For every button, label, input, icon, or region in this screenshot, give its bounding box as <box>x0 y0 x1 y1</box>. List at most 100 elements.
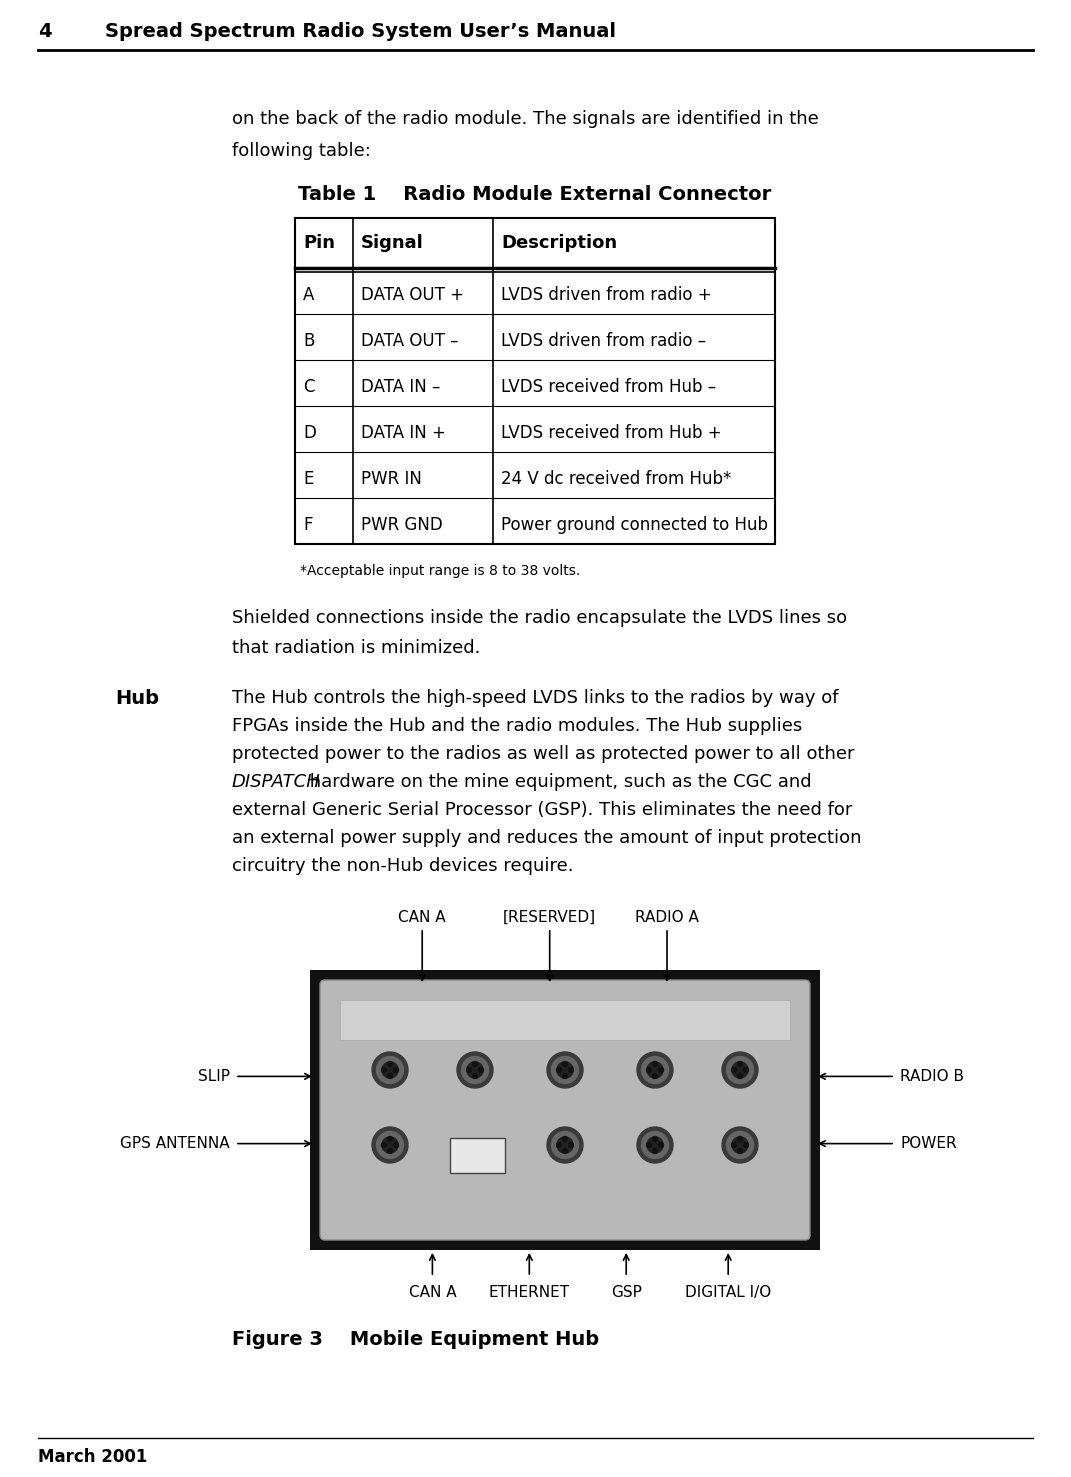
Text: that radiation is minimized.: that radiation is minimized. <box>232 640 481 657</box>
Circle shape <box>637 1052 673 1089</box>
Circle shape <box>642 1131 668 1158</box>
Text: The Hub controls the high-speed LVDS links to the radios by way of: The Hub controls the high-speed LVDS lin… <box>232 688 839 707</box>
Text: RADIO A: RADIO A <box>635 910 699 925</box>
Circle shape <box>381 1068 387 1072</box>
Circle shape <box>377 1056 404 1084</box>
Circle shape <box>388 1074 392 1078</box>
Circle shape <box>731 1062 749 1078</box>
Circle shape <box>738 1062 742 1066</box>
Circle shape <box>388 1062 392 1066</box>
FancyBboxPatch shape <box>320 981 810 1241</box>
Text: Pin: Pin <box>303 233 335 253</box>
Circle shape <box>562 1136 568 1142</box>
Text: FPGAs inside the Hub and the radio modules. The Hub supplies: FPGAs inside the Hub and the radio modul… <box>232 716 802 736</box>
Circle shape <box>382 1137 398 1154</box>
Circle shape <box>726 1056 754 1084</box>
Circle shape <box>722 1052 758 1089</box>
Text: ETHERNET: ETHERNET <box>488 1285 570 1300</box>
Text: CAN A: CAN A <box>398 910 446 925</box>
Text: hardware on the mine equipment, such as the CGC and: hardware on the mine equipment, such as … <box>304 772 812 792</box>
Text: PWR GND: PWR GND <box>361 515 442 535</box>
Text: DATA IN +: DATA IN + <box>361 424 446 442</box>
Circle shape <box>557 1068 561 1072</box>
Text: LVDS received from Hub +: LVDS received from Hub + <box>501 424 722 442</box>
Text: protected power to the radios as well as protected power to all other: protected power to the radios as well as… <box>232 744 855 764</box>
Circle shape <box>569 1068 573 1072</box>
Text: [RESERVED]: [RESERVED] <box>503 910 597 925</box>
Text: DATA OUT –: DATA OUT – <box>361 332 458 350</box>
Circle shape <box>388 1149 392 1154</box>
Text: on the back of the radio module. The signals are identified in the: on the back of the radio module. The sig… <box>232 109 818 128</box>
Text: 4: 4 <box>37 22 51 41</box>
Circle shape <box>743 1143 749 1148</box>
Text: Signal: Signal <box>361 233 424 253</box>
Circle shape <box>726 1131 754 1158</box>
Circle shape <box>569 1143 573 1148</box>
Circle shape <box>647 1137 663 1154</box>
Circle shape <box>467 1068 471 1072</box>
Circle shape <box>472 1074 478 1078</box>
Text: SLIP: SLIP <box>198 1069 230 1084</box>
Circle shape <box>388 1136 392 1142</box>
Text: Spread Spectrum Radio System User’s Manual: Spread Spectrum Radio System User’s Manu… <box>105 22 616 41</box>
Circle shape <box>393 1143 398 1148</box>
Circle shape <box>743 1068 749 1072</box>
Text: an external power supply and reduces the amount of input protection: an external power supply and reduces the… <box>232 829 861 846</box>
Bar <box>310 970 820 1250</box>
Text: Power ground connected to Hub: Power ground connected to Hub <box>501 515 768 535</box>
Circle shape <box>562 1062 568 1066</box>
Text: D: D <box>303 424 316 442</box>
Circle shape <box>731 1143 737 1148</box>
Text: following table:: following table: <box>232 142 371 160</box>
Text: C: C <box>303 378 315 396</box>
Bar <box>340 1000 790 1040</box>
Text: CAN A: CAN A <box>409 1285 456 1300</box>
Circle shape <box>738 1074 742 1078</box>
Text: Shielded connections inside the radio encapsulate the LVDS lines so: Shielded connections inside the radio en… <box>232 609 847 628</box>
Text: external Generic Serial Processor (GSP). This eliminates the need for: external Generic Serial Processor (GSP).… <box>232 801 853 820</box>
Circle shape <box>637 1127 673 1162</box>
Text: Table 1    Radio Module External Connector: Table 1 Radio Module External Connector <box>299 185 771 204</box>
Circle shape <box>372 1127 408 1162</box>
Text: A: A <box>303 287 315 304</box>
Text: GPS ANTENNA: GPS ANTENNA <box>120 1136 230 1151</box>
Circle shape <box>552 1131 578 1158</box>
Circle shape <box>731 1068 737 1072</box>
Circle shape <box>382 1062 398 1078</box>
Bar <box>450 1137 506 1173</box>
Text: B: B <box>303 332 315 350</box>
Text: circuitry the non-Hub devices require.: circuitry the non-Hub devices require. <box>232 857 573 874</box>
Circle shape <box>479 1068 483 1072</box>
Text: F: F <box>303 515 313 535</box>
Circle shape <box>462 1056 488 1084</box>
Circle shape <box>557 1062 573 1078</box>
Text: *Acceptable input range is 8 to 38 volts.: *Acceptable input range is 8 to 38 volts… <box>300 564 580 578</box>
Circle shape <box>472 1062 478 1066</box>
Circle shape <box>642 1056 668 1084</box>
Circle shape <box>557 1137 573 1154</box>
Circle shape <box>652 1136 658 1142</box>
Circle shape <box>557 1143 561 1148</box>
Text: DIGITAL I/O: DIGITAL I/O <box>685 1285 771 1300</box>
Circle shape <box>731 1137 749 1154</box>
Circle shape <box>547 1127 583 1162</box>
Text: PWR IN: PWR IN <box>361 470 422 487</box>
Text: LVDS driven from radio +: LVDS driven from radio + <box>501 287 711 304</box>
Text: E: E <box>303 470 314 487</box>
Circle shape <box>652 1074 658 1078</box>
Bar <box>295 219 775 544</box>
Circle shape <box>652 1062 658 1066</box>
Circle shape <box>647 1068 651 1072</box>
Text: Description: Description <box>501 233 617 253</box>
Text: LVDS received from Hub –: LVDS received from Hub – <box>501 378 716 396</box>
Text: 24 V dc received from Hub*: 24 V dc received from Hub* <box>501 470 731 487</box>
Text: RADIO B: RADIO B <box>900 1069 964 1084</box>
Text: March 2001: March 2001 <box>37 1447 148 1467</box>
Text: Figure 3    Mobile Equipment Hub: Figure 3 Mobile Equipment Hub <box>232 1329 599 1349</box>
Circle shape <box>562 1149 568 1154</box>
Circle shape <box>552 1056 578 1084</box>
Circle shape <box>467 1062 483 1078</box>
Circle shape <box>547 1052 583 1089</box>
Circle shape <box>372 1052 408 1089</box>
Circle shape <box>738 1149 742 1154</box>
